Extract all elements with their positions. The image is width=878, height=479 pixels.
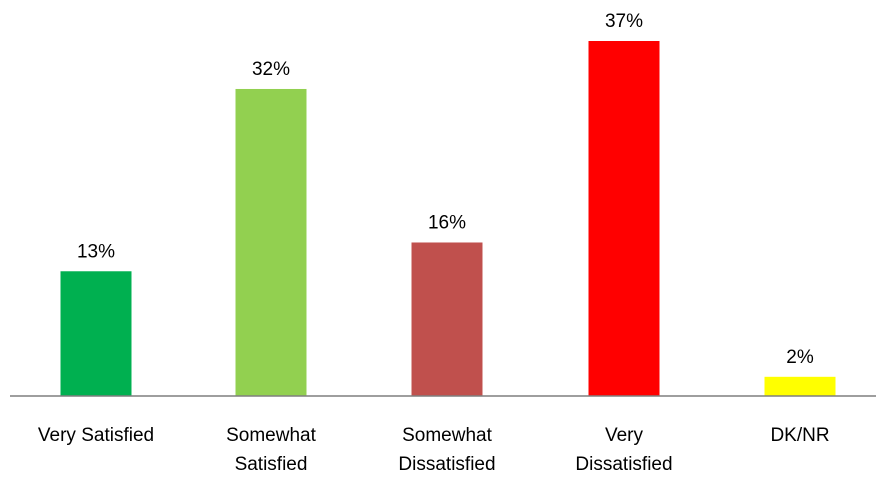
x-tick-label-very-dissatisfied-line-2: Dissatisfied [575, 454, 672, 475]
x-tick-label-somewhat-dissatisfied-line-1: Somewhat [402, 425, 492, 446]
bar-somewhat-dissatisfied [411, 242, 483, 396]
category-labels-layer: Very Satisfied Somewhat Satisfied Somewhat D… [38, 425, 830, 475]
data-label-very-satisfied: 13% [77, 241, 115, 262]
bar-very-satisfied [60, 271, 132, 396]
x-tick-label-dk-nr: DK/NR [770, 425, 829, 446]
x-tick-label-very-dissatisfied-line-1: Very [605, 425, 644, 446]
data-labels-layer: 13% 32% 16% 37% 2% [77, 11, 814, 368]
bar-somewhat-satisfied [235, 88, 307, 397]
data-label-dk-nr: 2% [786, 347, 814, 368]
bar-very-dissatisfied [588, 41, 660, 396]
bar-dk-nr [764, 376, 836, 396]
data-label-very-dissatisfied: 37% [605, 11, 643, 32]
bars-layer [60, 41, 836, 397]
x-tick-label-somewhat-dissatisfied-line-2: Dissatisfied [398, 454, 495, 475]
x-tick-label-somewhat-satisfied-line-2: Satisfied [235, 454, 308, 475]
x-tick-label-somewhat-satisfied-line-1: Somewhat [226, 425, 316, 446]
data-label-somewhat-satisfied: 32% [252, 59, 290, 80]
data-label-somewhat-dissatisfied: 16% [428, 212, 466, 233]
x-tick-label-very-satisfied: Very Satisfied [38, 425, 154, 446]
